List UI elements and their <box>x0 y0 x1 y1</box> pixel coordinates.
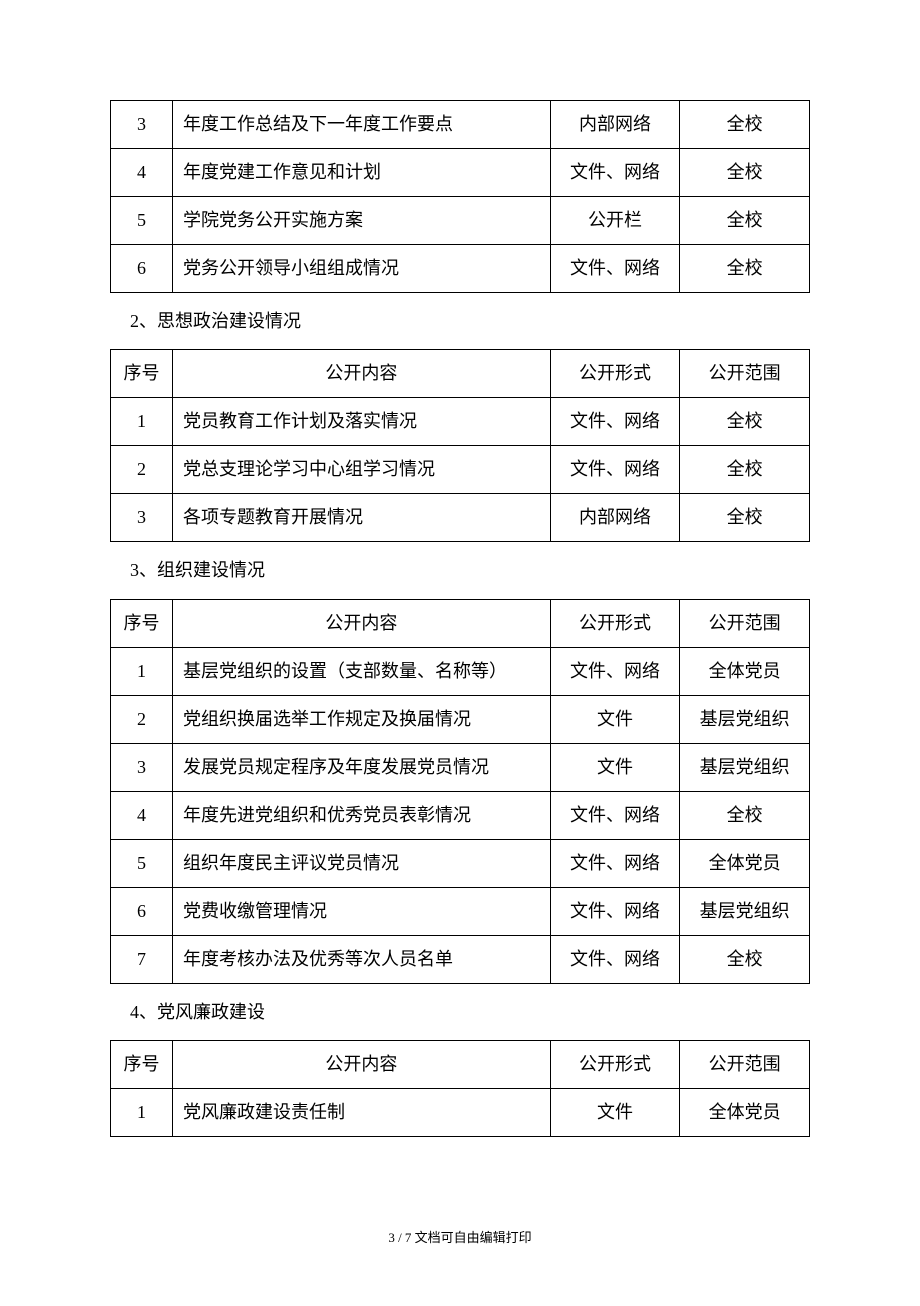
cell-content: 党务公开领导小组组成情况 <box>173 245 551 293</box>
table-row: 4 年度党建工作意见和计划 文件、网络 全校 <box>111 149 810 197</box>
header-num: 序号 <box>111 599 173 647</box>
cell-scope: 全校 <box>680 101 810 149</box>
cell-form: 内部网络 <box>550 101 680 149</box>
cell-content: 发展党员规定程序及年度发展党员情况 <box>173 743 551 791</box>
cell-scope: 基层党组织 <box>680 695 810 743</box>
cell-scope: 全体党员 <box>680 839 810 887</box>
table-header-row: 序号 公开内容 公开形式 公开范围 <box>111 350 810 398</box>
cell-num: 5 <box>111 197 173 245</box>
section2-heading: 2、思想政治建设情况 <box>130 305 810 337</box>
cell-num: 2 <box>111 695 173 743</box>
cell-form: 文件、网络 <box>550 791 680 839</box>
table-row: 2 党组织换届选举工作规定及换届情况 文件 基层党组织 <box>111 695 810 743</box>
cell-num: 2 <box>111 446 173 494</box>
cell-num: 3 <box>111 494 173 542</box>
header-content: 公开内容 <box>173 350 551 398</box>
cell-num: 7 <box>111 935 173 983</box>
section4-heading: 4、党风廉政建设 <box>130 996 810 1028</box>
header-scope: 公开范围 <box>680 1041 810 1089</box>
table-row: 1 党员教育工作计划及落实情况 文件、网络 全校 <box>111 398 810 446</box>
page-footer: 3 / 7 文档可自由编辑打印 <box>110 1227 810 1246</box>
cell-num: 4 <box>111 791 173 839</box>
cell-scope: 基层党组织 <box>680 743 810 791</box>
cell-num: 3 <box>111 743 173 791</box>
cell-form: 公开栏 <box>550 197 680 245</box>
header-form: 公开形式 <box>550 599 680 647</box>
cell-content: 各项专题教育开展情况 <box>173 494 551 542</box>
table-row: 2 党总支理论学习中心组学习情况 文件、网络 全校 <box>111 446 810 494</box>
header-form: 公开形式 <box>550 1041 680 1089</box>
cell-content: 年度考核办法及优秀等次人员名单 <box>173 935 551 983</box>
table-header-row: 序号 公开内容 公开形式 公开范围 <box>111 1041 810 1089</box>
cell-num: 6 <box>111 887 173 935</box>
table-row: 1 党风廉政建设责任制 文件 全体党员 <box>111 1089 810 1137</box>
cell-content: 党组织换届选举工作规定及换届情况 <box>173 695 551 743</box>
table-row: 1 基层党组织的设置（支部数量、名称等） 文件、网络 全体党员 <box>111 647 810 695</box>
cell-content: 党员教育工作计划及落实情况 <box>173 398 551 446</box>
table-row: 5 学院党务公开实施方案 公开栏 全校 <box>111 197 810 245</box>
cell-content: 党费收缴管理情况 <box>173 887 551 935</box>
cell-form: 文件、网络 <box>550 245 680 293</box>
table-row: 3 发展党员规定程序及年度发展党员情况 文件 基层党组织 <box>111 743 810 791</box>
cell-form: 文件 <box>550 1089 680 1137</box>
section3-heading: 3、组织建设情况 <box>130 554 810 586</box>
cell-form: 文件、网络 <box>550 887 680 935</box>
table-section3: 序号 公开内容 公开形式 公开范围 1 基层党组织的设置（支部数量、名称等） 文… <box>110 599 810 984</box>
cell-scope: 全校 <box>680 197 810 245</box>
cell-scope: 全体党员 <box>680 647 810 695</box>
table-section2: 序号 公开内容 公开形式 公开范围 1 党员教育工作计划及落实情况 文件、网络 … <box>110 349 810 542</box>
header-content: 公开内容 <box>173 1041 551 1089</box>
cell-content: 党风廉政建设责任制 <box>173 1089 551 1137</box>
cell-content: 组织年度民主评议党员情况 <box>173 839 551 887</box>
table-row: 3 年度工作总结及下一年度工作要点 内部网络 全校 <box>111 101 810 149</box>
table-row: 4 年度先进党组织和优秀党员表彰情况 文件、网络 全校 <box>111 791 810 839</box>
header-content: 公开内容 <box>173 599 551 647</box>
cell-content: 年度先进党组织和优秀党员表彰情况 <box>173 791 551 839</box>
table-section4: 序号 公开内容 公开形式 公开范围 1 党风廉政建设责任制 文件 全体党员 <box>110 1040 810 1137</box>
cell-scope: 全校 <box>680 245 810 293</box>
table-header-row: 序号 公开内容 公开形式 公开范围 <box>111 599 810 647</box>
cell-scope: 全校 <box>680 149 810 197</box>
cell-content: 学院党务公开实施方案 <box>173 197 551 245</box>
cell-content: 年度工作总结及下一年度工作要点 <box>173 101 551 149</box>
cell-content: 党总支理论学习中心组学习情况 <box>173 446 551 494</box>
cell-scope: 基层党组织 <box>680 887 810 935</box>
table-row: 5 组织年度民主评议党员情况 文件、网络 全体党员 <box>111 839 810 887</box>
cell-scope: 全校 <box>680 791 810 839</box>
table-section1-continued: 3 年度工作总结及下一年度工作要点 内部网络 全校 4 年度党建工作意见和计划 … <box>110 100 810 293</box>
cell-scope: 全体党员 <box>680 1089 810 1137</box>
cell-form: 文件、网络 <box>550 398 680 446</box>
table-row: 6 党费收缴管理情况 文件、网络 基层党组织 <box>111 887 810 935</box>
cell-num: 1 <box>111 398 173 446</box>
cell-num: 6 <box>111 245 173 293</box>
cell-form: 文件、网络 <box>550 149 680 197</box>
cell-form: 文件、网络 <box>550 839 680 887</box>
cell-num: 4 <box>111 149 173 197</box>
cell-scope: 全校 <box>680 935 810 983</box>
cell-form: 文件、网络 <box>550 446 680 494</box>
table-row: 7 年度考核办法及优秀等次人员名单 文件、网络 全校 <box>111 935 810 983</box>
header-scope: 公开范围 <box>680 599 810 647</box>
cell-num: 5 <box>111 839 173 887</box>
header-num: 序号 <box>111 350 173 398</box>
cell-form: 文件 <box>550 743 680 791</box>
header-form: 公开形式 <box>550 350 680 398</box>
cell-content: 基层党组织的设置（支部数量、名称等） <box>173 647 551 695</box>
cell-num: 1 <box>111 647 173 695</box>
cell-scope: 全校 <box>680 398 810 446</box>
header-scope: 公开范围 <box>680 350 810 398</box>
cell-form: 内部网络 <box>550 494 680 542</box>
cell-num: 1 <box>111 1089 173 1137</box>
cell-num: 3 <box>111 101 173 149</box>
cell-content: 年度党建工作意见和计划 <box>173 149 551 197</box>
table-row: 3 各项专题教育开展情况 内部网络 全校 <box>111 494 810 542</box>
cell-form: 文件 <box>550 695 680 743</box>
cell-form: 文件、网络 <box>550 935 680 983</box>
header-num: 序号 <box>111 1041 173 1089</box>
cell-scope: 全校 <box>680 494 810 542</box>
table-row: 6 党务公开领导小组组成情况 文件、网络 全校 <box>111 245 810 293</box>
cell-scope: 全校 <box>680 446 810 494</box>
cell-form: 文件、网络 <box>550 647 680 695</box>
